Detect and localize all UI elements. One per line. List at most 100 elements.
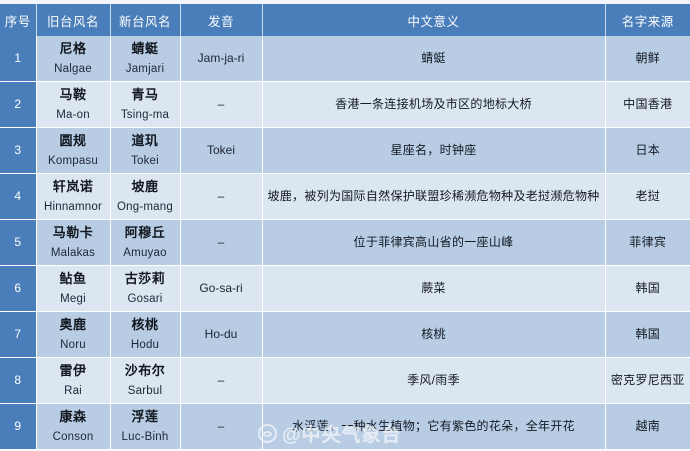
cell-pronunciation: –: [180, 357, 263, 404]
cell-index: 8: [0, 357, 37, 404]
old-name-chinese: 奥鹿: [59, 316, 87, 332]
new-name-romanized: Amuyao: [123, 246, 167, 259]
cell-new-name: 坡鹿 Ong-mang: [110, 173, 181, 220]
cell-new-name: 蜻蜓 Jamjari: [110, 36, 181, 82]
old-name-chinese: 马勒卡: [52, 224, 94, 240]
old-name-chinese: 尼格: [59, 40, 87, 56]
old-name-romanized: Malakas: [50, 246, 96, 259]
pronunciation-text: –: [217, 234, 225, 249]
cell-index: 3: [0, 127, 37, 174]
old-name-chinese: 鲇鱼: [59, 270, 87, 286]
cell-meaning: 蕨菜: [262, 265, 606, 312]
table-row: 3 圆规 Kompasu 道玑 Tokei Tokei 星座名，时钟座 日本: [0, 127, 690, 174]
meaning-text: 香港一条连接机场及市区的地标大桥: [335, 96, 532, 111]
cell-old-name: 圆规 Kompasu: [36, 127, 111, 174]
meaning-text: 位于菲律宾高山省的一座山峰: [353, 234, 514, 249]
old-name-romanized: Nalgae: [54, 62, 92, 75]
new-name-chinese: 沙布尔: [124, 362, 166, 378]
cell-meaning: 蜻蜓: [262, 36, 606, 82]
new-name-romanized: Sarbul: [127, 384, 163, 397]
table-row: 2 马鞍 Ma-on 青马 Tsing-ma – 香港一条连接机场及市区的地标大桥 中国香港: [0, 81, 690, 128]
cell-source: 韩国: [605, 265, 690, 312]
cell-old-name: 康森 Conson: [36, 403, 111, 450]
new-name-romanized: Hodu: [130, 338, 160, 351]
cell-meaning: 坡鹿，被列为国际自然保护联盟珍稀濒危物种及老挝濒危物种: [262, 173, 606, 220]
cell-old-name: 雷伊 Rai: [36, 357, 111, 404]
old-name-chinese: 康森: [59, 408, 87, 424]
old-name-romanized: Megi: [60, 292, 86, 305]
table-row: 1 尼格 Nalgae 蜻蜓 Jamjari Jam-ja-ri 蜻蜓 朝鲜: [0, 36, 690, 82]
table-row: 9 康森 Conson 浮莲 Luc-Binh – 水浮莲，一种水生植物；它有紫色的花朵，全…: [0, 403, 690, 450]
old-name-romanized: Conson: [52, 430, 94, 443]
meaning-text: 坡鹿，被列为国际自然保护联盟珍稀濒危物种及老挝濒危物种: [267, 188, 600, 203]
cell-index: 7: [0, 311, 37, 358]
new-name-chinese: 浮莲: [131, 408, 159, 424]
new-name-romanized: Tsing-ma: [120, 108, 170, 121]
cell-pronunciation: –: [180, 81, 263, 128]
cell-pronunciation: Jam-ja-ri: [180, 36, 263, 82]
typhoon-name-table: 序号 旧台风名 新台风名 发音 中文意义 名字来源 1 尼格 Nalgae 蜻蜓 Jam…: [0, 4, 690, 450]
source-text: 日本: [635, 142, 661, 157]
cell-pronunciation: –: [180, 173, 263, 220]
new-name-chinese: 核桃: [131, 316, 159, 332]
new-name-romanized: Gosari: [127, 292, 163, 305]
column-header-source: 名字来源: [605, 4, 690, 36]
cell-source: 菲律宾: [605, 219, 690, 266]
new-name-romanized: Luc-Binh: [121, 430, 169, 443]
cell-new-name: 核桃 Hodu: [110, 311, 181, 358]
cell-new-name: 古莎莉 Gosari: [110, 265, 181, 312]
source-text: 老挝: [635, 188, 661, 203]
cell-source: 朝鲜: [605, 36, 690, 82]
pronunciation-text: –: [217, 418, 225, 433]
cell-old-name: 轩岚诺 Hinnamnor: [36, 173, 111, 220]
old-name-romanized: Hinnamnor: [43, 200, 103, 213]
cell-meaning: 位于菲律宾高山省的一座山峰: [262, 219, 606, 266]
old-name-romanized: Noru: [60, 338, 86, 351]
pronunciation-text: –: [217, 372, 225, 387]
meaning-text: 蕨菜: [421, 280, 446, 295]
cell-index: 9: [0, 403, 37, 450]
cell-source: 韩国: [605, 311, 690, 358]
cell-new-name: 浮莲 Luc-Binh: [110, 403, 181, 450]
table-body: 1 尼格 Nalgae 蜻蜓 Jamjari Jam-ja-ri 蜻蜓 朝鲜 2 马鞍 Ma-on 青…: [0, 36, 690, 450]
pronunciation-text: Ho-du: [204, 326, 238, 341]
cell-source: 密克罗尼西亚: [605, 357, 690, 404]
cell-new-name: 阿穆丘 Amuyao: [110, 219, 181, 266]
cell-old-name: 奥鹿 Noru: [36, 311, 111, 358]
new-name-chinese: 蜻蜓: [131, 40, 159, 56]
pronunciation-text: Jam-ja-ri: [197, 50, 245, 65]
cell-meaning: 核桃: [262, 311, 606, 358]
source-text: 菲律宾: [629, 234, 667, 249]
new-name-chinese: 坡鹿: [131, 178, 159, 194]
source-text: 中国香港: [623, 96, 673, 111]
cell-index: 4: [0, 173, 37, 220]
meaning-text: 核桃: [421, 326, 446, 341]
pronunciation-text: Tokei: [206, 142, 235, 157]
cell-meaning: 水浮莲，一种水生植物；它有紫色的花朵，全年开花: [262, 403, 606, 450]
source-text: 密克罗尼西亚: [610, 372, 685, 387]
column-header-old-name: 旧台风名: [36, 4, 111, 36]
new-name-chinese: 古莎莉: [124, 270, 166, 286]
cell-meaning: 星座名，时钟座: [262, 127, 606, 174]
new-name-romanized: Ong-mang: [117, 200, 173, 213]
table-row: 5 马勒卡 Malakas 阿穆丘 Amuyao – 位于菲律宾高山省的一座山峰 菲律宾: [0, 219, 690, 266]
column-header-pronunciation: 发音: [180, 4, 263, 36]
meaning-text: 季风/雨季: [407, 372, 460, 387]
cell-index: 1: [0, 36, 37, 82]
pronunciation-text: –: [217, 96, 225, 111]
old-name-chinese: 圆规: [59, 132, 87, 148]
cell-source: 日本: [605, 127, 690, 174]
cell-index: 2: [0, 81, 37, 128]
cell-new-name: 沙布尔 Sarbul: [110, 357, 181, 404]
new-name-romanized: Tokei: [131, 154, 159, 167]
source-text: 韩国: [635, 326, 661, 341]
old-name-chinese: 雷伊: [59, 362, 87, 378]
old-name-romanized: Rai: [64, 384, 82, 397]
cell-old-name: 马鞍 Ma-on: [36, 81, 111, 128]
cell-source: 中国香港: [605, 81, 690, 128]
table-header: 序号 旧台风名 新台风名 发音 中文意义 名字来源: [0, 4, 690, 36]
cell-index: 6: [0, 265, 37, 312]
new-name-romanized: Jamjari: [125, 62, 165, 75]
cell-old-name: 马勒卡 Malakas: [36, 219, 111, 266]
